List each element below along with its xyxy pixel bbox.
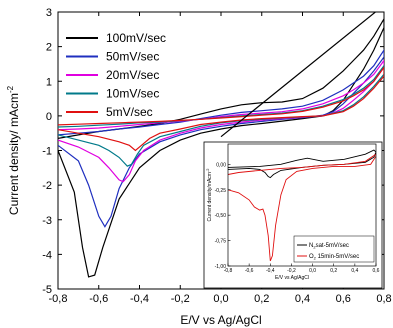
inset-x-tick-label: 0,6	[373, 268, 380, 274]
y-tick-label: -3	[42, 215, 52, 227]
y-tick-label: 0	[46, 111, 52, 123]
inset-x-tick-label: -0,2	[287, 268, 296, 274]
legend-label: 10mV/sec	[106, 87, 159, 101]
y-axis-label: Current density/ mAcm-2	[6, 85, 21, 215]
inset-x-tick-label: 0,2	[330, 268, 337, 274]
inset-x-tick-label: -0,4	[266, 268, 275, 274]
inset-x-tick-label: 0,4	[351, 268, 358, 274]
inset-y-tick-label: -0,50	[215, 213, 227, 219]
inset-legend-label: O2 15min-5mV/sec	[309, 254, 359, 261]
inset-y-axis-label: Current density/mAcm-2	[205, 168, 213, 222]
legend-label: 50mV/sec	[106, 50, 159, 64]
inset-y-tick-label: -0,25	[215, 188, 227, 194]
x-axis-label: E/V vs Ag/AgCl	[180, 313, 261, 327]
inset-x-tick-label: 0,0	[309, 268, 316, 274]
y-tick-label: -2	[42, 180, 52, 192]
inset-y-axis-label-text: Current density/mAcm	[207, 172, 213, 221]
x-tick-label: 0,2	[254, 293, 269, 305]
inset-y-tick-label: 0,00	[216, 162, 226, 168]
legend-label: 5mV/sec	[106, 105, 153, 119]
x-tick-label: 0,4	[295, 293, 310, 305]
y-tick-label: -1	[42, 146, 52, 158]
inset-y-tick-label: -0,75	[215, 239, 227, 245]
y-axis-label-text: Current density/ mAcm	[7, 93, 21, 215]
y-tick-label: -4	[42, 249, 52, 261]
y-axis-label-superscript: -2	[6, 85, 15, 93]
inset-chart: -0,8 -0,6 -0,4 -0,2 0,0 0,2 0,4 0,6-1,00-0,75-0…	[204, 142, 382, 288]
inset-x-axis-label: E/V vs Ag/AgCl	[275, 275, 309, 281]
main-legend: 100mV/sec 50mV/sec 20mV/sec 10mV/sec 5mV/sec	[66, 31, 166, 119]
x-tick-label: -0,6	[89, 293, 108, 305]
inset-y-tick-label: -1,00	[215, 264, 227, 270]
inset-legend-label: N2sat-5mV/sec	[309, 243, 349, 250]
legend-label: 100mV/sec	[106, 31, 166, 45]
inset-legend: N2sat-5mV/sec O2 15min-5mV/sec	[294, 236, 374, 262]
inset-x-tick-label: -0,6	[245, 268, 254, 274]
legend-label: 20mV/sec	[106, 68, 159, 82]
y-tick-label: 3	[46, 7, 52, 19]
x-tick-label: 0,8	[376, 293, 391, 305]
x-tick-label: 0,0	[213, 293, 228, 305]
x-tick-label: 0,6	[336, 293, 351, 305]
y-tick-label: 1	[46, 76, 52, 88]
y-tick-label: 2	[46, 42, 52, 54]
x-tick-label: -0,4	[130, 293, 149, 305]
y-tick-label: -5	[42, 284, 52, 296]
x-tick-label: -0,2	[171, 293, 190, 305]
